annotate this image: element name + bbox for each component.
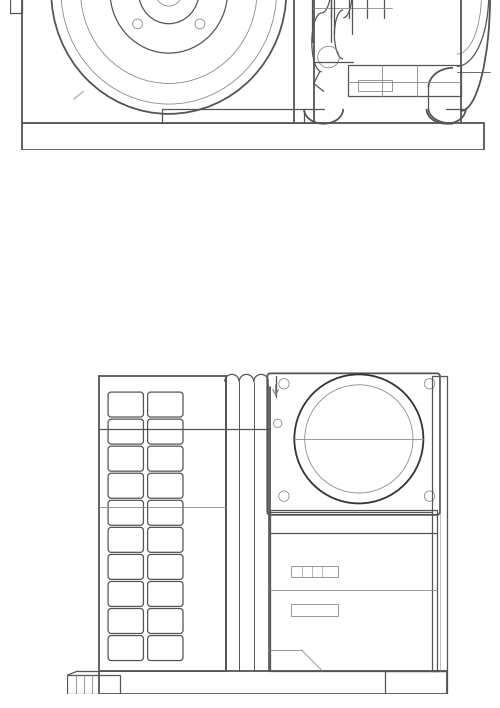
- Bar: [432, 377, 448, 671]
- Bar: [68, 675, 120, 694]
- Bar: [98, 671, 448, 694]
- Bar: [385, 671, 448, 694]
- Bar: [22, 122, 484, 150]
- Bar: [291, 566, 338, 577]
- Bar: [348, 65, 461, 96]
- Bar: [291, 605, 338, 616]
- Bar: [358, 79, 392, 91]
- Bar: [270, 510, 437, 671]
- Bar: [10, 0, 22, 13]
